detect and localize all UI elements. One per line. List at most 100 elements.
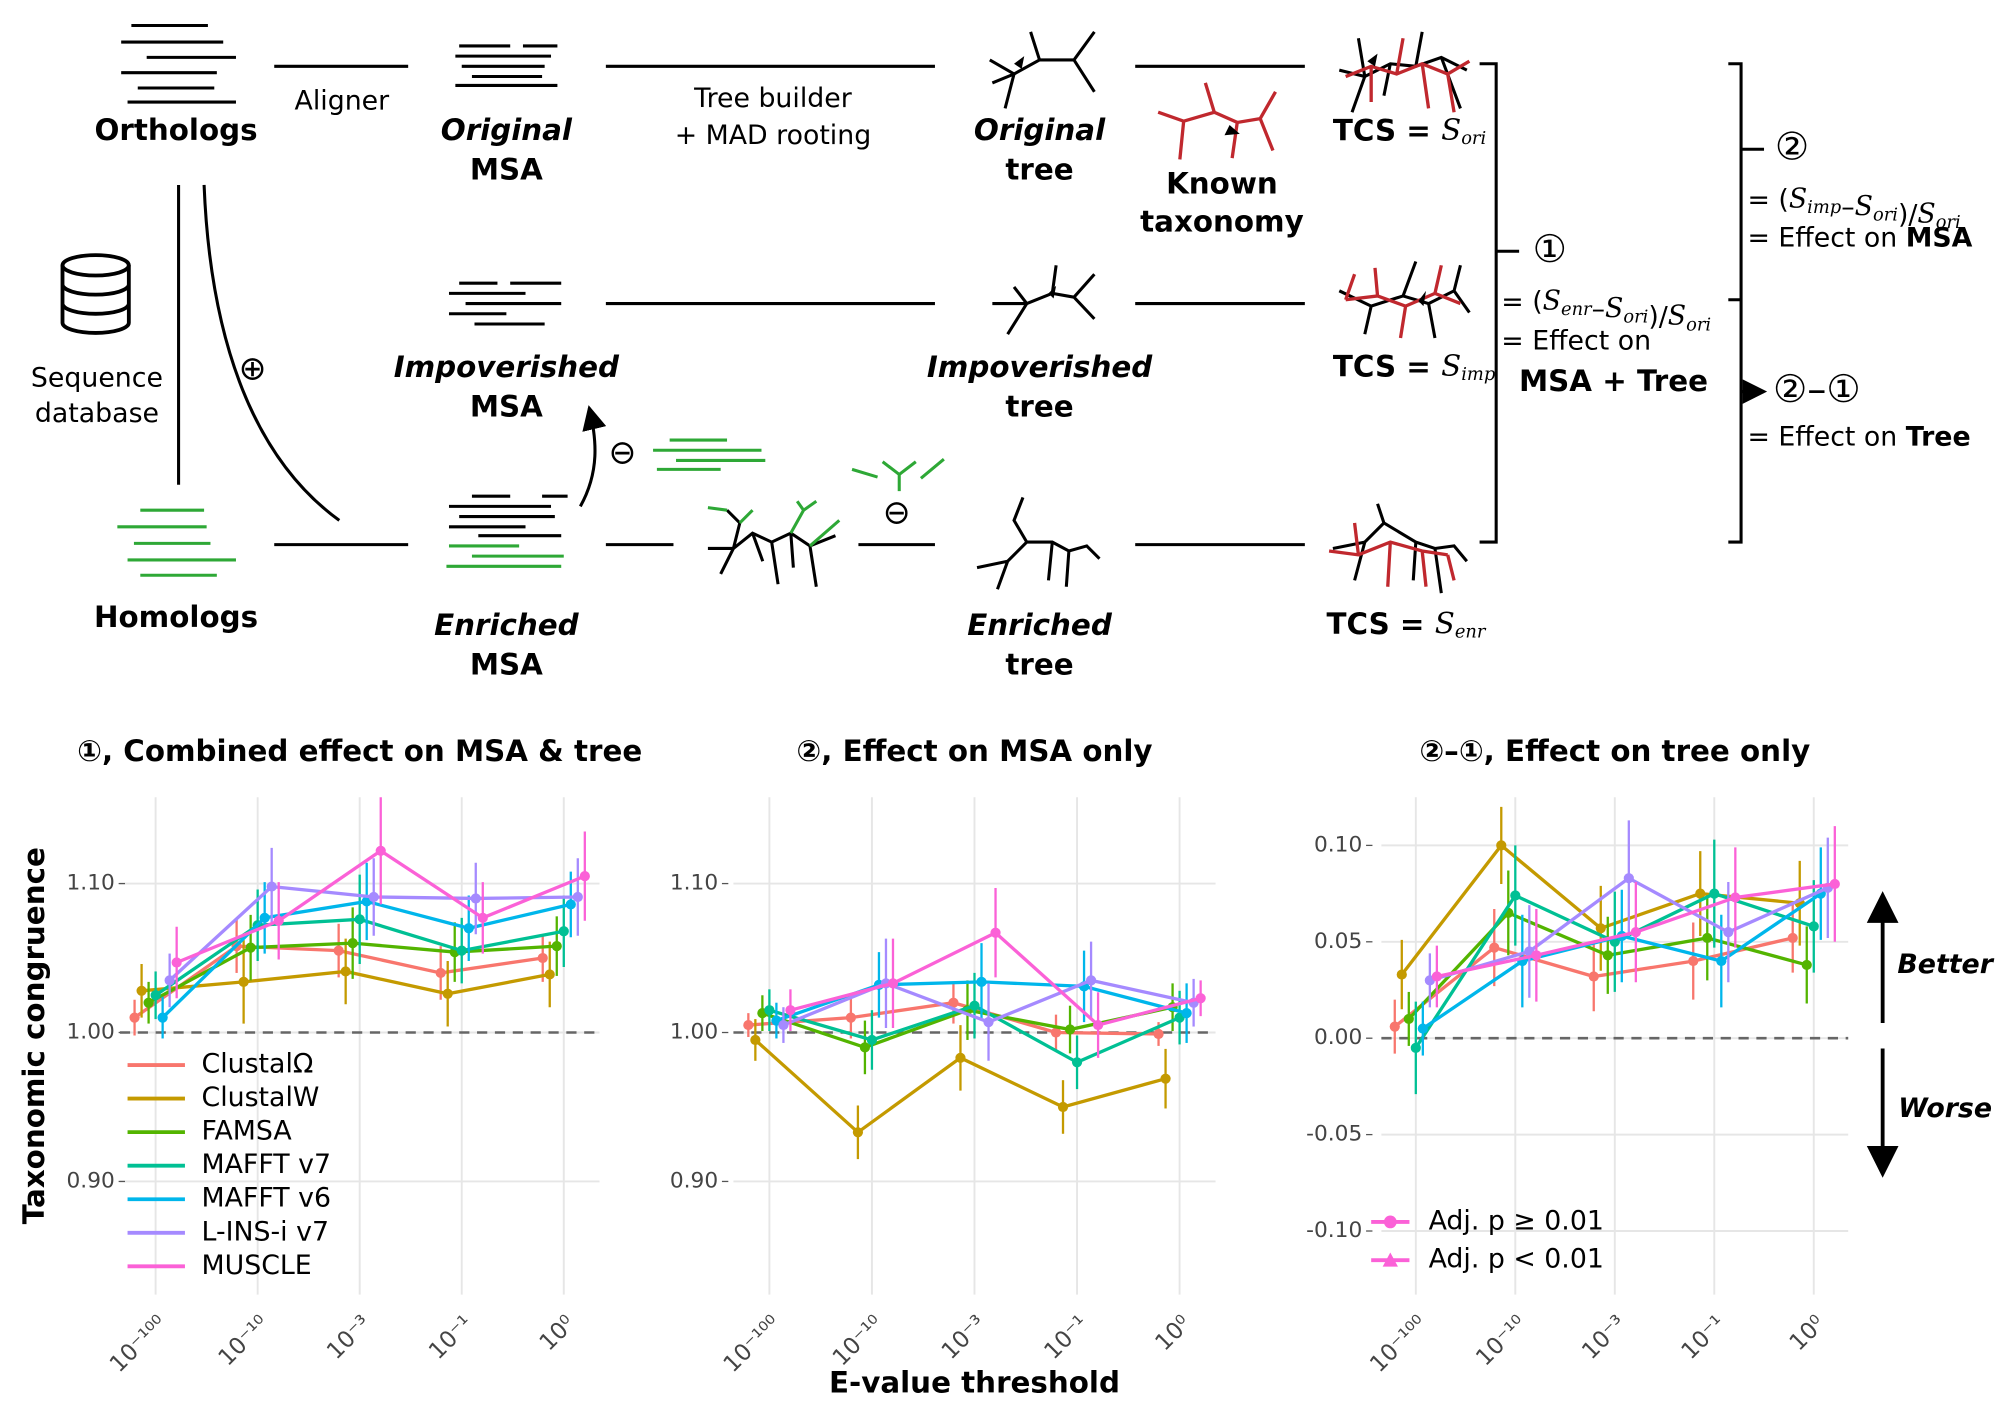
- formula: = (Senr–Sori)/Sori: [1501, 285, 1711, 335]
- data-point: [1092, 1019, 1104, 1031]
- x-tick-label: 10⁻¹⁰: [828, 1311, 889, 1372]
- formula-part: S: [1543, 285, 1561, 316]
- removed-glyph: [851, 458, 945, 492]
- tcs-glyph: [1338, 31, 1468, 113]
- label: Orthologs: [94, 113, 257, 147]
- msa-glyph: [455, 44, 558, 87]
- data-point: [1496, 840, 1507, 851]
- x-tick-label: 10⁻¹: [1039, 1311, 1093, 1365]
- data-point: [1723, 927, 1734, 938]
- orthologs-glyph: [121, 23, 236, 104]
- label: Original: [974, 113, 1106, 147]
- label: tree: [1005, 152, 1073, 186]
- formula-part: S: [1441, 348, 1461, 382]
- formula-subscript: ori: [1873, 205, 1898, 226]
- legend-label: MAFFT v6: [202, 1183, 331, 1214]
- data-point: [1071, 1057, 1083, 1068]
- formula-subscript: ori: [1461, 128, 1486, 149]
- chart-title: ①, Combined effect on MSA & tree: [77, 734, 642, 768]
- label: Enriched: [967, 608, 1113, 642]
- formula-subscript: imp: [1807, 197, 1841, 218]
- data-point: [1510, 890, 1521, 901]
- legend-label: ClustalW: [202, 1082, 320, 1113]
- label: MSA + Tree: [1519, 364, 1708, 398]
- label: ⊖: [883, 493, 911, 532]
- x-tick-label: 10⁻³: [1577, 1311, 1631, 1365]
- data-point: [1623, 873, 1634, 884]
- data-point: [129, 1012, 140, 1023]
- data-point: [1085, 975, 1097, 986]
- data-point: [340, 966, 351, 977]
- formula-part: –: [1841, 191, 1854, 222]
- workflow-diagram: Orthologs Aligner Original MSA Tree buil…: [31, 23, 1973, 681]
- x-tick-label: 10⁻¹⁰⁰: [105, 1311, 172, 1378]
- data-point: [948, 997, 959, 1008]
- data-point: [976, 976, 987, 987]
- data-point: [1602, 950, 1613, 961]
- x-tick-label: 10⁻¹: [1677, 1311, 1731, 1365]
- x-tick-label: 10⁰: [535, 1311, 581, 1357]
- label: MSA: [470, 390, 543, 424]
- y-tick-label: 1.00: [67, 1020, 115, 1045]
- legend-label: Adj. p ≥ 0.01: [1429, 1205, 1604, 1236]
- data-point: [778, 1019, 789, 1031]
- tree-glyph: [989, 30, 1096, 109]
- data-point: [456, 945, 467, 956]
- formula-part: )/: [1648, 301, 1668, 332]
- label: tree: [1005, 647, 1073, 681]
- data-point: [143, 997, 154, 1008]
- label: Known: [1166, 166, 1278, 200]
- formula-subscript: ori: [1686, 314, 1711, 335]
- label: = Effect on: [1747, 421, 1905, 452]
- data-point: [1709, 888, 1720, 899]
- formula-part: S: [1441, 112, 1461, 146]
- data-point: [463, 923, 474, 934]
- arrow: [1496, 147, 1764, 391]
- tcs-glyph: [1332, 503, 1469, 594]
- legend-label: MUSCLE: [202, 1250, 312, 1281]
- label: + MAD rooting: [675, 120, 872, 151]
- formula-part: S: [1789, 183, 1807, 214]
- data-point: [136, 985, 147, 996]
- formula: TCS = Sori: [1333, 112, 1486, 149]
- data-point: [969, 1000, 980, 1011]
- removed-glyph: [653, 438, 766, 471]
- data-point: [1153, 1028, 1164, 1040]
- label: MSA: [470, 152, 543, 186]
- annotation: Better: [1897, 949, 1994, 980]
- data-point: [764, 1005, 775, 1016]
- data-point: [171, 957, 182, 968]
- formula-subscript: enr: [1455, 622, 1487, 643]
- tcs-glyph: [1344, 264, 1462, 339]
- bracket: [1479, 62, 1743, 544]
- x-tick-label: 10⁻¹⁰: [214, 1311, 275, 1372]
- label: database: [35, 398, 159, 429]
- data-point: [1057, 1101, 1069, 1113]
- data-point: [1396, 969, 1407, 980]
- x-tick-label: 10⁻¹: [424, 1311, 478, 1365]
- y-tick-label: 0.00: [1314, 1025, 1362, 1050]
- y-tick-label: -0.10: [1306, 1218, 1362, 1243]
- data-point: [1431, 971, 1442, 982]
- data-point: [785, 1005, 796, 1016]
- data-point: [1808, 921, 1819, 932]
- taxonomy-glyph: [1157, 82, 1277, 160]
- data-point: [579, 871, 590, 882]
- chart-title: ②–①, Effect on tree only: [1419, 734, 1810, 768]
- chart-title: ②, Effect on MSA only: [796, 734, 1152, 768]
- label: = Effect on: [1747, 222, 1905, 253]
- formula: TCS = Senr: [1327, 606, 1487, 643]
- formula: TCS = Simp: [1333, 348, 1495, 385]
- data-point: [852, 1127, 864, 1138]
- y-tick-label: 1.00: [670, 1020, 718, 1045]
- x-tick-label: 10⁻³: [322, 1311, 376, 1365]
- legend-marker: [1382, 1252, 1398, 1267]
- data-point: [1801, 959, 1812, 971]
- data-point: [1695, 888, 1706, 899]
- formula-part: )/: [1898, 199, 1918, 230]
- label: ①: [1533, 227, 1567, 272]
- data-point: [150, 990, 161, 1001]
- annotation: Worse: [1898, 1093, 1992, 1124]
- arrow: [177, 64, 1305, 547]
